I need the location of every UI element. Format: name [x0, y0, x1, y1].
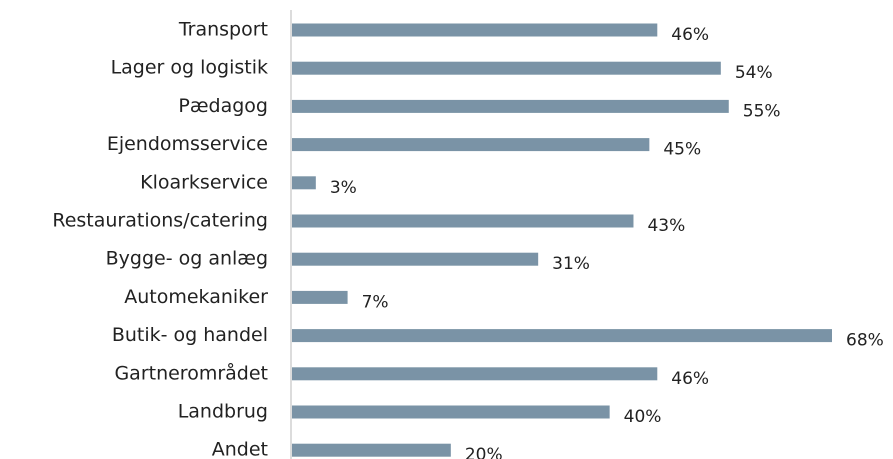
category-label: Kloarkservice [140, 171, 268, 193]
value-label: 46% [671, 25, 709, 45]
value-label: 46% [671, 369, 709, 389]
value-label: 54% [735, 63, 773, 83]
bar [292, 214, 634, 228]
value-label: 7% [362, 292, 389, 312]
bar [292, 99, 729, 113]
bar [292, 176, 316, 190]
bar [292, 252, 539, 266]
bar [292, 367, 658, 381]
value-label: 40% [624, 407, 662, 427]
category-label: Lager og logistik [111, 57, 268, 79]
category-label: Ejendomsservice [107, 133, 268, 155]
bar [292, 329, 832, 343]
bar [292, 138, 650, 152]
value-label: 20% [465, 445, 503, 459]
category-label: Restaurations/catering [52, 210, 268, 232]
bar [292, 23, 658, 37]
value-label: 45% [663, 140, 701, 160]
value-label: 68% [846, 331, 884, 351]
bar [292, 405, 610, 419]
category-label: Landbrug [178, 401, 268, 423]
value-label: 43% [647, 216, 685, 236]
value-label: 55% [743, 101, 781, 121]
category-label: Butik- og handel [112, 324, 268, 346]
category-label: Gartnerområdet [114, 361, 268, 384]
value-label: 31% [552, 254, 590, 274]
bar [292, 443, 451, 457]
category-label: Pædagog [178, 95, 268, 117]
bar [292, 61, 721, 75]
category-label: Automekaniker [124, 286, 268, 308]
category-label: Bygge- og anlæg [106, 248, 268, 270]
bar [292, 290, 348, 304]
category-label: Andet [212, 439, 268, 459]
value-label: 3% [330, 178, 357, 198]
category-label: Transport [178, 19, 268, 41]
